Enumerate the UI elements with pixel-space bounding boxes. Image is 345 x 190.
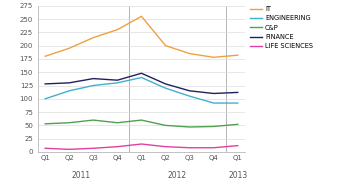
Text: 2013: 2013 xyxy=(228,171,247,180)
Legend: IT, ENGINEERING, C&P, FINANCE, LIFE SCIENCES: IT, ENGINEERING, C&P, FINANCE, LIFE SCIE… xyxy=(250,6,313,49)
Text: 2012: 2012 xyxy=(168,171,187,180)
Text: 2011: 2011 xyxy=(72,171,91,180)
